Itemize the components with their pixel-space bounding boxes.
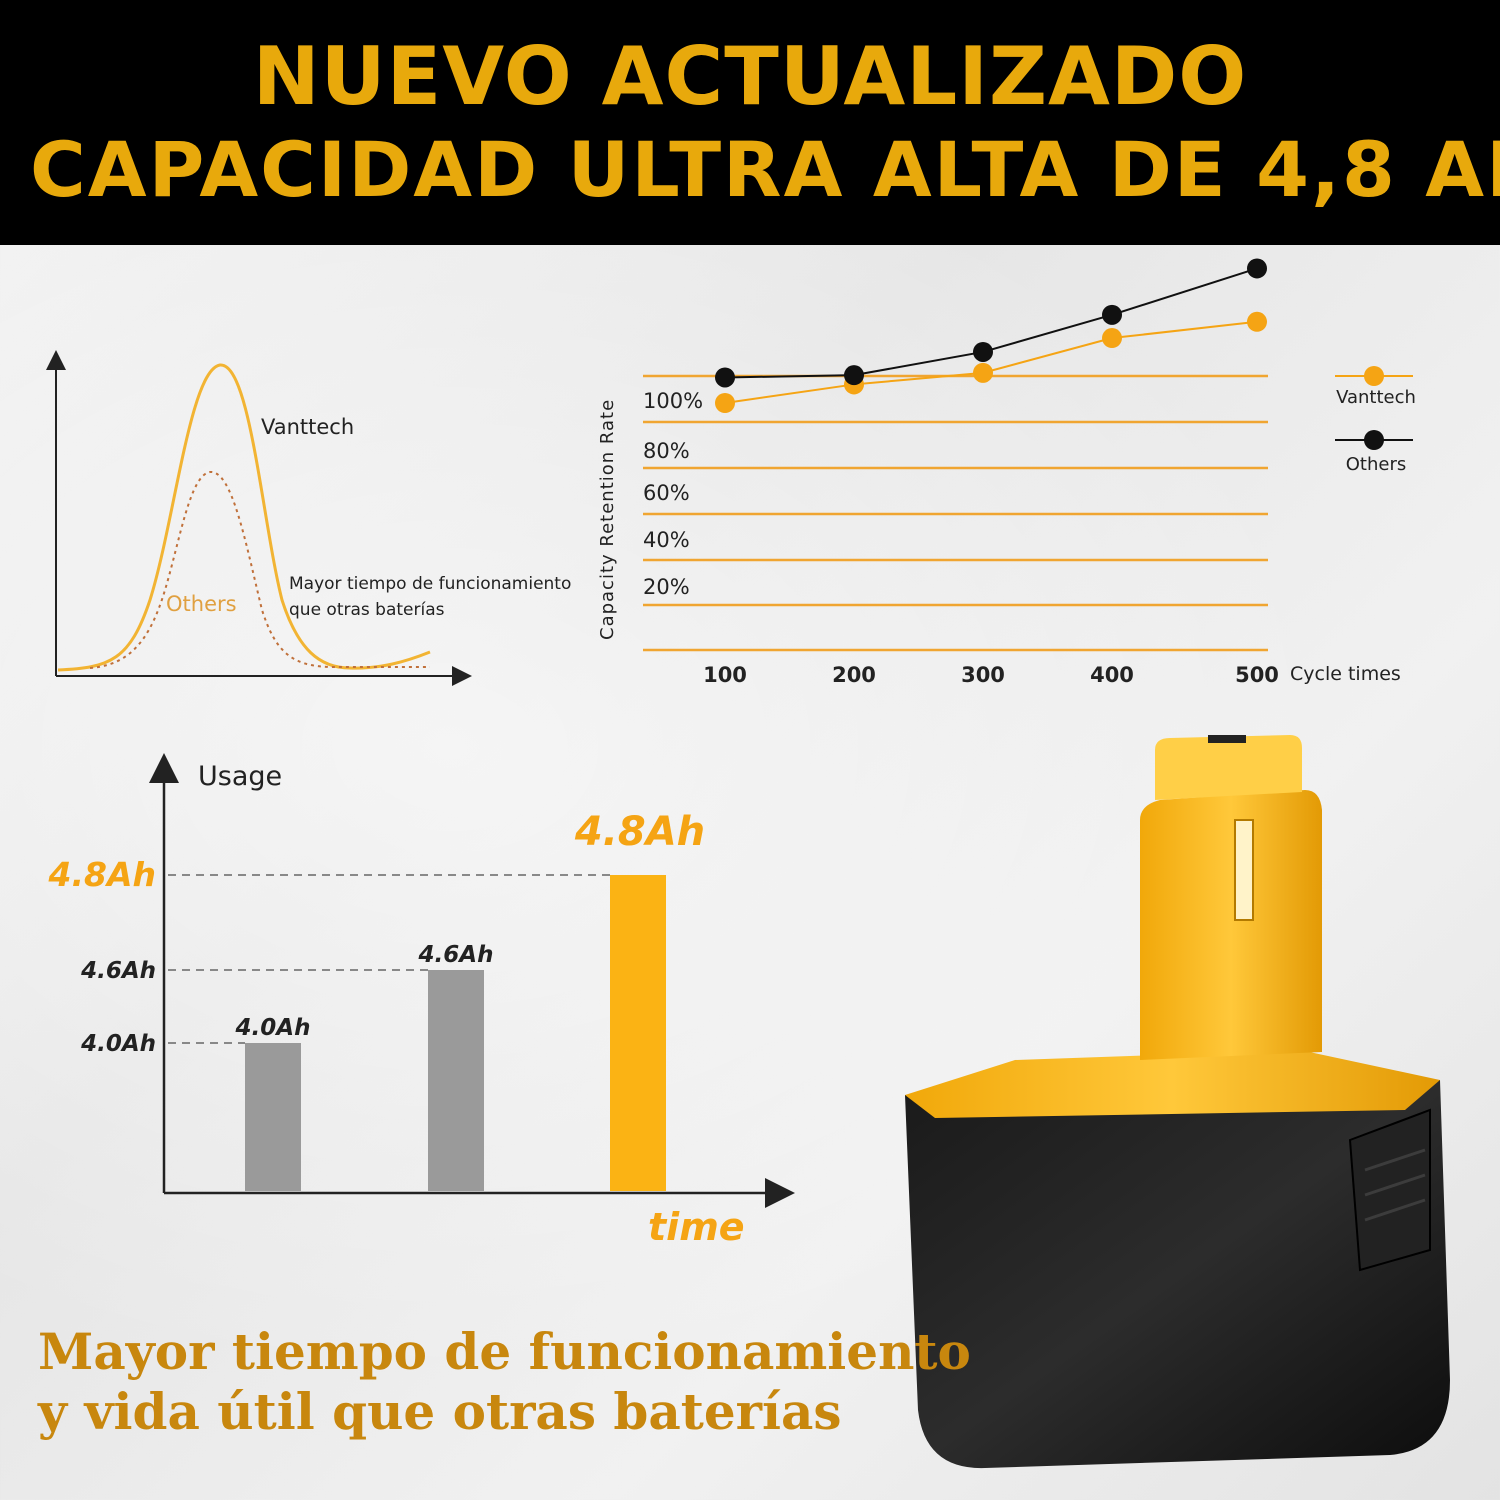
point-others [1247, 258, 1267, 279]
point-others [1102, 304, 1122, 325]
x-tick-label: 200 [832, 663, 876, 687]
footer-line-2: y vida útil que otras baterías [38, 1382, 842, 1441]
bar [245, 1043, 301, 1191]
legend-others-marker [1364, 430, 1384, 450]
headline-line-2: CAPACIDAD ULTRA ALTA DE 4,8 AH [30, 125, 1500, 214]
bar-value-label: 4.8Ah [574, 809, 705, 855]
y-axis-value-label: 4.8Ah [48, 855, 157, 894]
bar [428, 970, 484, 1191]
point-vanttech [1247, 311, 1267, 332]
battery-clip [1208, 735, 1246, 743]
battery-tower-cap [1155, 735, 1302, 800]
footer-tagline: Mayor tiempo de funcionamiento y vida út… [38, 1322, 971, 1442]
x-tick-label: 300 [961, 663, 1005, 687]
point-vanttech [1102, 328, 1122, 349]
point-vanttech [715, 393, 735, 413]
x-tick-label: 400 [1090, 663, 1134, 687]
bar-x-label: time [648, 1205, 745, 1249]
vanttech-curve [57, 363, 431, 672]
others-curve-label: Others [166, 592, 237, 616]
legend-vanttech-label: Vanttech [1336, 387, 1416, 408]
y-tick-label: 100% [643, 389, 703, 413]
y-axis-value-label: 4.6Ah [80, 958, 156, 984]
point-others [973, 341, 993, 362]
bar [610, 875, 666, 1191]
point-vanttech [973, 362, 993, 383]
battery-base [905, 1080, 1450, 1469]
headline-line-1: NUEVO ACTUALIZADO [252, 30, 1248, 123]
battery-top-plate [905, 1050, 1440, 1118]
x-tick-label: 100 [703, 663, 747, 687]
peak-caption-line-2: que otras baterías [289, 600, 445, 620]
bar-value-label: 4.0Ah [235, 1015, 311, 1041]
y-tick-label: 20% [643, 575, 690, 599]
bar-value-label: 4.6Ah [418, 942, 494, 968]
footer-line-1: Mayor tiempo de funcionamiento [38, 1322, 971, 1381]
y-tick-label: 40% [643, 528, 690, 552]
y-axis-value-label: 4.0Ah [80, 1031, 156, 1057]
point-others [715, 367, 735, 388]
battery-terminal [1234, 819, 1254, 921]
bar-y-label: Usage [198, 761, 282, 792]
battery-tower [1140, 790, 1322, 1060]
header-banner [0, 0, 1500, 245]
legend-others-label: Others [1346, 454, 1407, 475]
x-tick-label: 500 [1235, 663, 1279, 687]
others-curve [89, 470, 430, 669]
vanttech-curve-label: Vanttech [261, 415, 354, 439]
line-chart-y-label: Capacity Retention Rate [597, 399, 618, 640]
line-chart-x-label: Cycle times [1290, 663, 1401, 685]
battery-latch [1348, 1108, 1431, 1272]
legend-vanttech-marker [1364, 366, 1384, 386]
peak-caption-line-1: Mayor tiempo de funcionamiento [289, 574, 571, 594]
y-tick-label: 80% [643, 439, 690, 463]
point-others [844, 365, 864, 386]
y-tick-label: 60% [643, 481, 690, 505]
